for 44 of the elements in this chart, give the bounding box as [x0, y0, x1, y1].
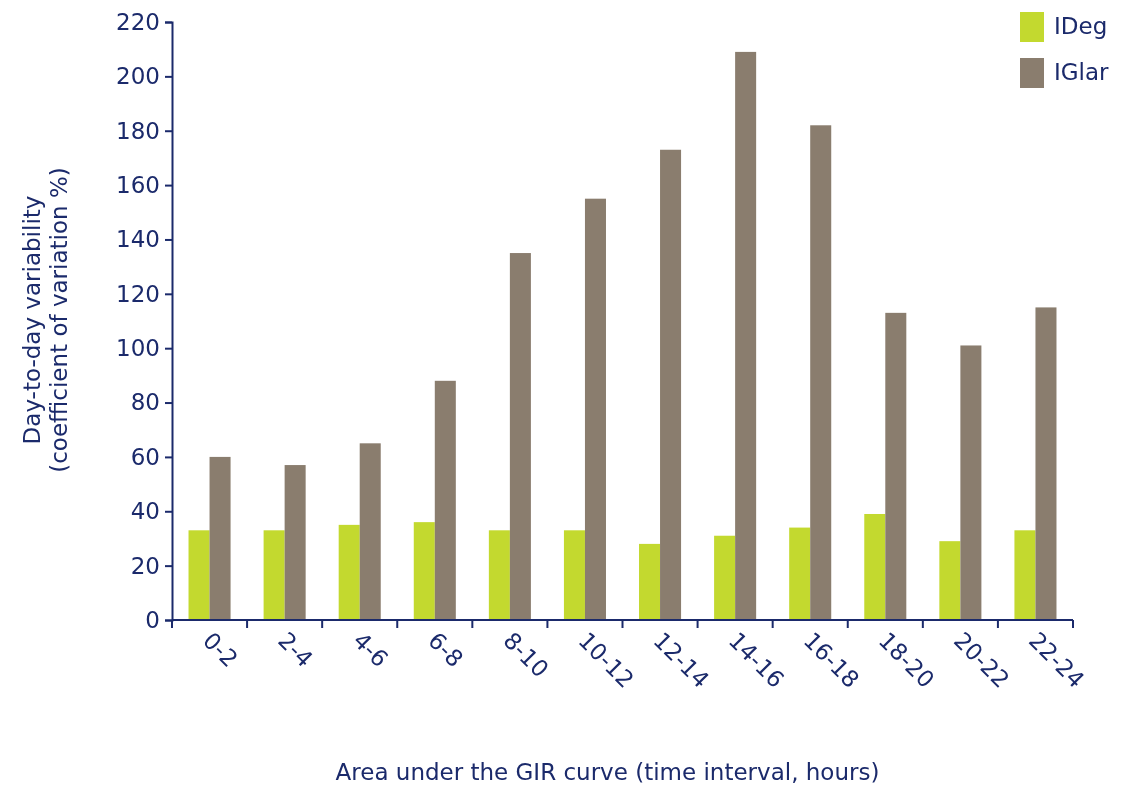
bar: [434, 380, 456, 620]
y-tick-label: 60: [130, 443, 160, 470]
bar: [263, 530, 285, 620]
bar: [1014, 530, 1036, 620]
bar: [660, 149, 682, 620]
x-tick-label: 6-8: [423, 627, 469, 673]
y-tick-label: 200: [116, 63, 160, 90]
y-tick-label: 140: [116, 226, 160, 253]
bar: [563, 530, 585, 620]
y-tick-label: 40: [130, 498, 160, 525]
x-tick-label: 2-4: [273, 627, 319, 673]
bar: [810, 125, 832, 620]
bar: [488, 530, 510, 620]
y-tick-label: 220: [116, 8, 160, 35]
y-tick-label: 160: [116, 171, 160, 198]
bar: [885, 312, 907, 620]
y-tick-label: 120: [116, 280, 160, 307]
bar: [735, 51, 757, 620]
y-tick-label: 0: [145, 606, 160, 633]
legend-label: IDeg: [1054, 13, 1108, 39]
y-tick-label: 100: [116, 335, 160, 362]
bar: [864, 513, 886, 620]
bar: [714, 535, 736, 620]
y-tick-label: 180: [116, 117, 160, 144]
bar: [1035, 307, 1057, 620]
bar: [584, 198, 606, 620]
bar: [639, 543, 661, 620]
bar: [209, 456, 231, 620]
y-axis-title: Day-to-day variability (coefficient of variation %): [19, 167, 72, 473]
bar: [960, 345, 982, 620]
y-tick-label: 80: [130, 389, 160, 416]
bar: [188, 530, 210, 620]
x-tick-label: 4-6: [348, 627, 394, 673]
bar: [509, 253, 531, 620]
bar: [284, 465, 306, 620]
x-tick-label: 0-2: [198, 627, 243, 673]
y-tick-label: 20: [130, 552, 160, 579]
bar: [939, 541, 961, 620]
x-axis-title: Area under the GIR curve (time interval, hours): [335, 759, 880, 785]
bar: [789, 527, 811, 620]
legend-label: IGlar: [1054, 59, 1110, 85]
bar: [338, 524, 360, 620]
bar: [359, 443, 381, 620]
bar: [413, 522, 435, 620]
